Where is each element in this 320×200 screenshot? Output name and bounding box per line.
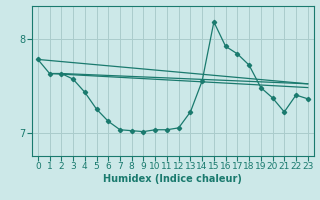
X-axis label: Humidex (Indice chaleur): Humidex (Indice chaleur): [103, 174, 242, 184]
